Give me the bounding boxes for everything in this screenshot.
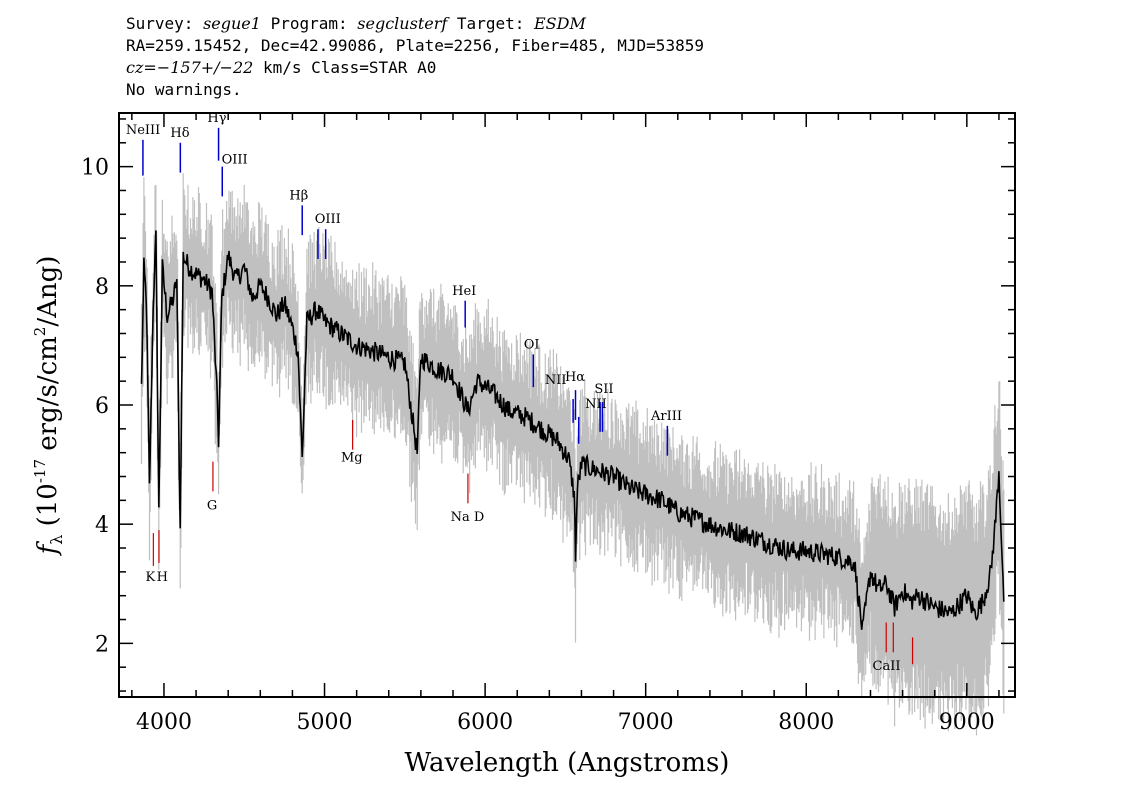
spectrum-header: Survey: segue1 Program: segclusterf Targ…: [126, 13, 704, 101]
axis-tick-labels: 4000 5000 6000 7000 8000 9000 2 4 6 8 10: [81, 156, 995, 735]
y-title-lambda: λ: [47, 535, 66, 545]
y-title-exp: -17: [31, 459, 49, 483]
spectral-line-markers: [142, 127, 914, 665]
y-tick-label: 8: [95, 275, 109, 300]
spectral-line-label: NII: [585, 397, 607, 412]
spectral-line-label: NII: [545, 373, 567, 388]
y-tick-label: 10: [81, 156, 109, 181]
header-line-3: cz=−157+/−22 km/s Class=STAR A0: [126, 57, 704, 79]
spectral-line-label: K: [145, 570, 155, 585]
spectral-line-labels: NeIII HδHγOIIIHβOIIIHeIOINIIHαSIINIIArIII…: [126, 111, 901, 674]
redshift-value: cz=−157+/−22: [126, 58, 254, 77]
y-tick-label: 6: [95, 394, 109, 419]
spectral-line-label: Hα: [565, 370, 585, 385]
spectral-line-label: Hγ: [207, 111, 226, 126]
spectral-line-label: ArIII: [650, 409, 682, 424]
class-info: km/s Class=STAR A0: [253, 58, 437, 77]
target-value: ESDM: [534, 14, 586, 33]
spectral-line-label: OI: [524, 337, 540, 352]
x-tick-label: 7000: [618, 710, 674, 735]
target-label: Target:: [456, 14, 525, 33]
header-line-4: No warnings.: [126, 80, 242, 99]
spectral-line-label: OIII: [222, 153, 248, 168]
x-tick-label: 9000: [939, 710, 995, 735]
y-tick-label: 4: [95, 513, 109, 538]
x-tick-label: 6000: [457, 710, 513, 735]
y-title-sq: 2: [31, 327, 49, 337]
x-axis-title: Wavelength (Angstroms): [405, 748, 730, 778]
x-tick-label: 5000: [297, 710, 353, 735]
spectral-line-label: Na D: [451, 510, 485, 525]
error-band: [140, 173, 1005, 736]
spectral-line-label: SII: [594, 382, 613, 397]
header-line-1: Survey: segue1 Program: segclusterf Targ…: [126, 13, 704, 35]
spectral-line-label: CaII: [873, 659, 901, 674]
spectral-line-label: HeI: [452, 284, 476, 299]
y-tick-label: 2: [95, 632, 109, 657]
spectral-line-label: Hδ: [170, 126, 189, 141]
spectral-line-label: Mg: [341, 451, 363, 466]
spectral-line-label: H: [157, 570, 168, 585]
y-title-mid2: erg/s/cm: [33, 336, 63, 459]
survey-value: segue1: [203, 14, 261, 33]
header-line-2: RA=259.15452, Dec=42.99086, Plate=2256, …: [126, 36, 704, 55]
flux-series: [140, 230, 1005, 630]
error-band-path: [140, 173, 1005, 736]
flux-line: [140, 230, 1005, 630]
spectral-line-label: OIII: [315, 212, 341, 227]
survey-label: Survey:: [126, 14, 194, 33]
spectral-line-label: G: [207, 498, 217, 513]
program-value: segclusterf: [357, 14, 448, 33]
spectral-line-label: NeIII: [126, 123, 160, 138]
x-tick-label: 8000: [778, 710, 834, 735]
y-title-end: /Ang): [33, 256, 63, 327]
y-axis-title: fλ (10-17 erg/s/cm2/Ang): [31, 256, 66, 557]
axis-ticks: [119, 113, 1015, 697]
x-tick-label: 4000: [136, 710, 192, 735]
program-label: Program:: [270, 14, 348, 33]
spectral-line-label: Hβ: [289, 188, 308, 203]
y-title-mid1: (10: [33, 483, 63, 535]
